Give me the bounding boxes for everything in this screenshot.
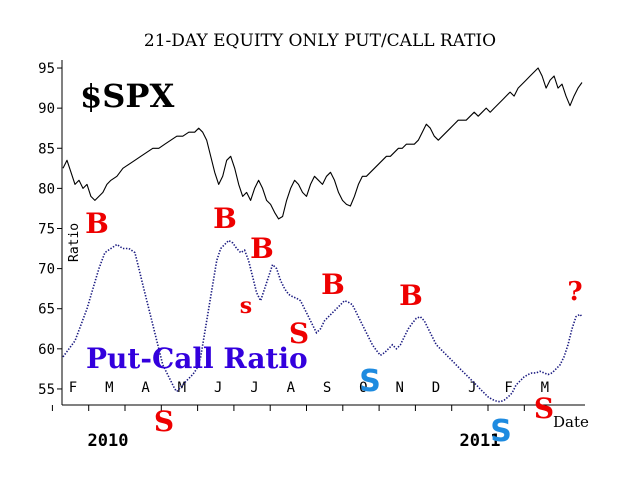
y-tick-label: 95 bbox=[38, 61, 55, 77]
plot-frame bbox=[61, 60, 585, 406]
signal-marker: ? bbox=[567, 277, 582, 307]
x-tick-label: J bbox=[468, 380, 476, 396]
put-call-ratio-line bbox=[62, 239, 583, 403]
x-tick-label: J bbox=[250, 380, 258, 396]
x-tick-label: M bbox=[178, 380, 186, 396]
y-axis-label: Ratio bbox=[67, 223, 82, 262]
spx-label: $SPX bbox=[80, 77, 174, 115]
put-call-ratio-label: Put-Call Ratio bbox=[86, 342, 308, 375]
signal-marker: S bbox=[154, 405, 174, 438]
x-tick-label: D bbox=[432, 380, 440, 396]
signal-marker: B bbox=[250, 232, 274, 265]
chart-title: 21-DAY EQUITY ONLY PUT/CALL RATIO bbox=[144, 31, 496, 51]
spx-line bbox=[62, 67, 583, 220]
x-tick-label: M bbox=[105, 380, 113, 396]
x-tick-label: O bbox=[359, 380, 367, 396]
y-tick-label: 75 bbox=[38, 221, 55, 237]
y-tick-label: 80 bbox=[38, 181, 55, 197]
x-tick-label: M bbox=[541, 380, 549, 396]
signal-marker: S bbox=[289, 317, 309, 350]
y-tick-label: 70 bbox=[38, 262, 55, 278]
year-label: 2011 bbox=[460, 431, 501, 451]
x-tick-label: A bbox=[287, 380, 296, 396]
y-axis-ticks: 55 60 65 70 75 80 85 90 95 bbox=[38, 61, 62, 398]
signal-marker: S bbox=[359, 364, 381, 399]
year-label: 2010 bbox=[88, 431, 129, 451]
y-tick-label: 85 bbox=[38, 141, 55, 157]
signal-marker: B bbox=[213, 202, 237, 235]
signal-marker: S bbox=[490, 414, 512, 449]
x-tick-label: F bbox=[69, 380, 77, 396]
data-series bbox=[62, 67, 583, 403]
signal-marker: s bbox=[240, 293, 252, 319]
x-tick-label: S bbox=[323, 380, 331, 396]
signal-marker: B bbox=[321, 268, 345, 301]
signal-marker: S bbox=[534, 392, 554, 425]
x-tick-label: J bbox=[214, 380, 222, 396]
y-tick-label: 60 bbox=[38, 342, 55, 358]
x-tick-label: N bbox=[395, 380, 403, 396]
signal-marker: B bbox=[85, 207, 109, 240]
y-tick-label: 55 bbox=[38, 382, 55, 398]
x-axis-label: Date bbox=[553, 413, 589, 431]
y-tick-label: 90 bbox=[38, 101, 55, 117]
x-tick-label: A bbox=[141, 380, 150, 396]
y-tick-label: 65 bbox=[38, 302, 55, 318]
x-tick-label: F bbox=[504, 380, 512, 396]
signal-marker: B bbox=[399, 279, 423, 312]
